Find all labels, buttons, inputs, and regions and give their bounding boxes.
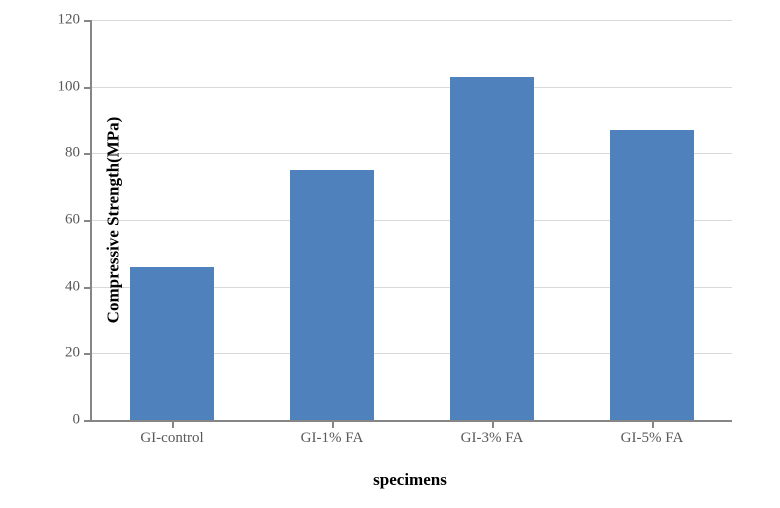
y-tick-label: 100 [58, 78, 93, 95]
y-tick-label: 40 [65, 278, 92, 295]
gridline [92, 20, 732, 21]
y-axis-label: Compressive Strength(MPa) [103, 117, 123, 324]
y-tick-label: 120 [58, 12, 93, 29]
y-tick-label: 60 [65, 212, 92, 229]
x-tick-label: GI-1% FA [301, 420, 364, 447]
x-axis-label: specimens [90, 470, 730, 490]
bar [610, 130, 693, 420]
bar [290, 170, 373, 420]
x-tick-label: GI-control [140, 420, 203, 447]
bar [450, 77, 533, 420]
plot-area: 020406080100120GI-controlGI-1% FAGI-3% F… [90, 20, 732, 422]
gridline [92, 87, 732, 88]
bar [130, 267, 213, 420]
y-tick-label: 20 [65, 345, 92, 362]
y-tick-label: 80 [65, 145, 92, 162]
chart-container: 0 20 40 60 80 100 120 GI-control GI-1% FA GI-3% F… [0, 0, 780, 508]
x-tick-label: GI-3% FA [461, 420, 524, 447]
x-tick-label: GI-5% FA [621, 420, 684, 447]
y-tick-label: 0 [73, 412, 93, 429]
